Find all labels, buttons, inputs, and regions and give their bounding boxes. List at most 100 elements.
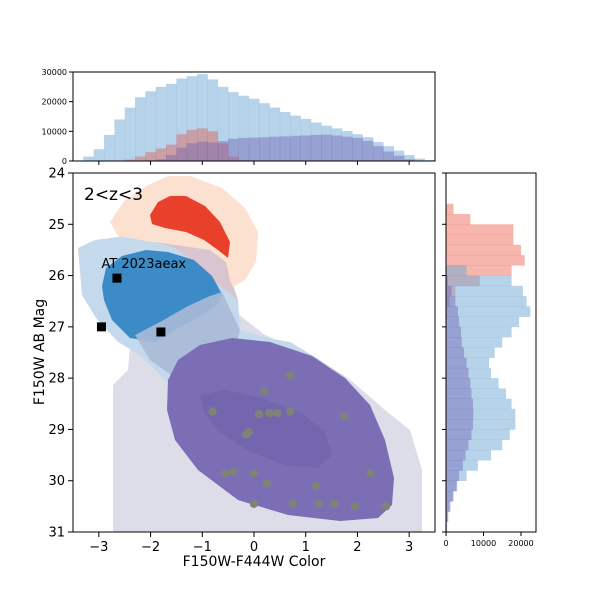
right-bar-blue — [446, 285, 523, 297]
contour-purple-inner — [200, 390, 332, 468]
right-bar-blue — [446, 398, 512, 410]
right-bar-purple — [446, 480, 457, 492]
top-bar-blue — [238, 95, 250, 161]
top-bar-purple — [269, 136, 281, 161]
right-bar-purple — [446, 501, 451, 512]
top-bar-blue — [362, 137, 374, 161]
gray-point — [242, 430, 251, 439]
gray-point — [288, 499, 297, 508]
right-bar-purple — [446, 306, 458, 317]
gray-point — [286, 407, 295, 416]
top-bar-blue — [300, 118, 312, 161]
main-x-tick-label: 0 — [250, 540, 258, 555]
top-histogram-y-axis: 0 10000 20000 30000 — [42, 68, 73, 166]
top-bar-purple — [238, 137, 250, 161]
top-bar-red — [135, 156, 146, 161]
top-histogram-x-ticks — [98, 161, 410, 165]
right-histogram-x-axis: 0 10000 20000 — [443, 532, 534, 548]
top-bar-purple — [197, 141, 208, 161]
right-x-tick-label: 20000 — [508, 539, 533, 548]
top-histogram: 0 10000 20000 30000 — [42, 68, 436, 166]
top-bar-red — [186, 129, 198, 161]
main-y-tick-label: 31 — [48, 526, 65, 541]
top-y-tick-label: 20000 — [42, 98, 67, 107]
right-bar-purple — [446, 367, 469, 379]
right-bar-blue — [446, 439, 503, 451]
right-bar-blue — [446, 429, 510, 440]
top-bar-blue — [207, 79, 219, 161]
gray-point — [350, 502, 360, 511]
top-bar-blue — [124, 107, 136, 161]
top-bar-blue — [383, 146, 394, 161]
main-y-tick-label: 25 — [48, 218, 65, 233]
top-bar-blue — [279, 112, 291, 161]
right-bar-blue — [446, 265, 467, 276]
top-bar-blue — [93, 149, 105, 161]
main-y-axis: 24 25 26 27 28 29 30 31 — [48, 167, 73, 541]
right-bar-blue — [446, 490, 453, 502]
main-x-tick-label: 2 — [353, 540, 361, 555]
gray-point — [311, 481, 321, 491]
main-y-tick-label: 28 — [48, 372, 65, 387]
right-histogram-bars — [446, 203, 531, 533]
top-bar-blue — [310, 122, 322, 161]
square-markers — [96, 273, 166, 337]
top-bar-purple — [403, 159, 415, 161]
right-bar-purple — [446, 388, 472, 399]
main-x-tick-label: −1 — [193, 540, 212, 555]
top-bar-blue — [352, 134, 363, 161]
gray-point — [265, 408, 274, 418]
top-bar-blue — [135, 97, 146, 161]
right-bar-purple — [446, 378, 471, 389]
right-bar-blue — [446, 367, 491, 379]
right-bar-blue — [446, 296, 527, 307]
top-bar-purple — [290, 135, 301, 161]
top-bar-purple — [279, 136, 291, 161]
top-bar-purple — [321, 134, 332, 161]
right-bar-blue — [446, 470, 467, 482]
right-bar-purple — [446, 419, 473, 430]
main-y-tick-label: 26 — [48, 269, 65, 284]
top-bar-red — [228, 156, 239, 161]
right-bar-blue — [446, 316, 520, 328]
gray-point — [366, 468, 375, 478]
top-bar-blue — [331, 128, 343, 161]
right-bar-red — [446, 214, 471, 225]
top-bar-blue — [269, 107, 281, 161]
top-bar-purple — [341, 136, 353, 161]
right-bar-red — [446, 234, 514, 246]
right-bar-purple — [446, 347, 464, 358]
top-bar-blue — [197, 74, 208, 161]
gray-point — [273, 408, 282, 418]
right-bar-blue — [446, 408, 516, 420]
contour-red-core — [150, 196, 230, 258]
right-bar-blue — [446, 306, 531, 317]
right-bar-blue — [446, 480, 458, 492]
main-y-tick-label: 30 — [48, 474, 65, 489]
right-bar-purple — [446, 296, 456, 307]
top-bar-purple — [310, 134, 322, 161]
square-marker — [112, 273, 122, 283]
gray-point — [340, 412, 349, 421]
gray-point — [249, 468, 259, 478]
top-bar-purple — [186, 143, 198, 161]
right-histogram-y-ticks — [442, 172, 446, 533]
gray-point — [221, 468, 230, 478]
top-bar-red — [176, 134, 188, 161]
right-x-tick-label: 0 — [443, 539, 448, 548]
top-bar-blue — [186, 76, 198, 161]
top-bar-red — [155, 148, 167, 161]
right-bar-red — [446, 224, 514, 235]
right-bar-purple — [446, 521, 448, 533]
gray-point — [249, 499, 259, 508]
top-bar-purple — [300, 135, 312, 161]
top-bar-blue — [259, 103, 270, 161]
top-y-tick-label: 30000 — [42, 68, 67, 77]
top-histogram-bars — [73, 74, 436, 161]
top-bar-red — [166, 144, 177, 161]
right-bar-blue — [446, 378, 499, 389]
top-bar-blue — [114, 119, 126, 161]
gray-point — [381, 502, 391, 511]
top-bar-blue — [83, 156, 94, 161]
